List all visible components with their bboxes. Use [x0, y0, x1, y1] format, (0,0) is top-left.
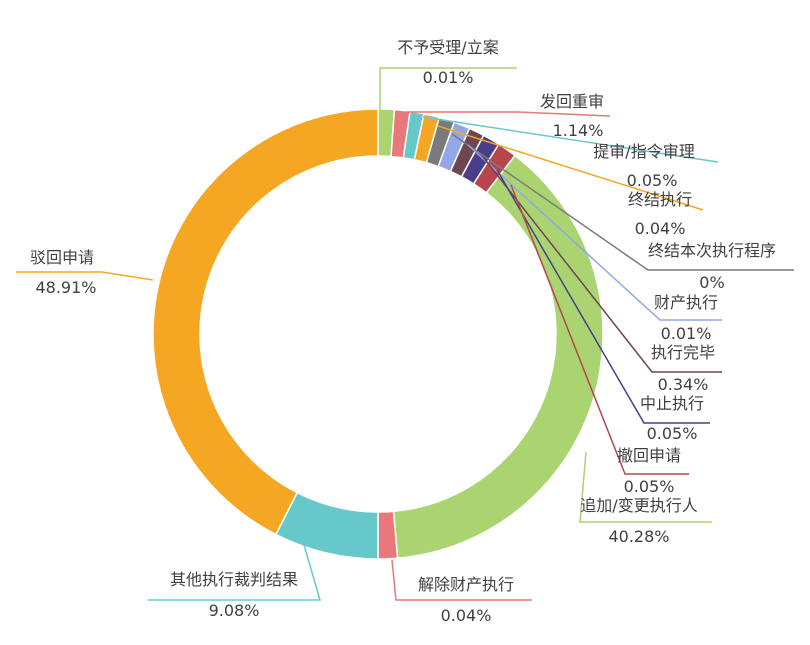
leader-line: [451, 133, 794, 271]
slice-name-label: 执行完毕: [651, 343, 715, 362]
slice-name-label: 解除财产执行: [418, 575, 514, 594]
slice-value-label: 0.05%: [627, 171, 678, 190]
leader-line: [422, 116, 719, 163]
slices-group: [152, 108, 604, 560]
leader-line: [437, 125, 704, 211]
pie-slice: [152, 108, 379, 536]
leader-line: [510, 184, 689, 475]
slice-name-label: 其他执行裁判结果: [170, 570, 298, 589]
slice-value-label: 0%: [699, 273, 724, 292]
slice-name-label: 驳回申请: [30, 248, 94, 267]
slice-value-label: 0.34%: [658, 375, 709, 394]
slice-name-label: 撤回申请: [617, 446, 681, 465]
slice-value-label: 9.08%: [209, 601, 260, 620]
slice-value-label: 48.91%: [35, 278, 96, 297]
leader-line: [496, 169, 710, 424]
slice-name-label: 追加/变更执行人: [580, 496, 697, 515]
slice-value-label: 0.04%: [635, 219, 686, 238]
slice-name-label: 中止执行: [640, 394, 704, 413]
leader-line: [406, 111, 611, 117]
slice-value-label: 1.14%: [553, 121, 604, 140]
labels-group: 不予受理/立案0.01%发回重审1.14%提审/指令审理0.05%终结执行0.0…: [16, 38, 794, 625]
leader-line: [148, 537, 321, 601]
slice-value-label: 0.01%: [661, 324, 712, 343]
leader-line: [16, 271, 154, 281]
leader-line: [467, 144, 722, 321]
slice-value-label: 0.04%: [441, 606, 492, 625]
leader-line: [482, 156, 722, 373]
slice-name-label: 发回重审: [540, 92, 604, 111]
slice-name-label: 提审/指令审理: [593, 142, 694, 161]
slice-value-label: 0.01%: [423, 68, 474, 87]
slice-name-label: 财产执行: [654, 293, 718, 312]
pie-slice: [392, 154, 604, 559]
leader-line: [391, 559, 532, 601]
slice-name-label: 不予受理/立案: [397, 38, 498, 57]
slice-value-label: 40.28%: [608, 527, 669, 546]
slice-name-label: 终结执行: [628, 190, 692, 209]
leader-line: [379, 67, 517, 110]
slice-name-label: 终结本次执行程序: [648, 241, 776, 260]
pie-slice: [377, 510, 399, 560]
slice-value-label: 0.05%: [647, 424, 698, 443]
leader-line: [579, 451, 712, 523]
slice-value-label: 0.05%: [624, 477, 675, 496]
